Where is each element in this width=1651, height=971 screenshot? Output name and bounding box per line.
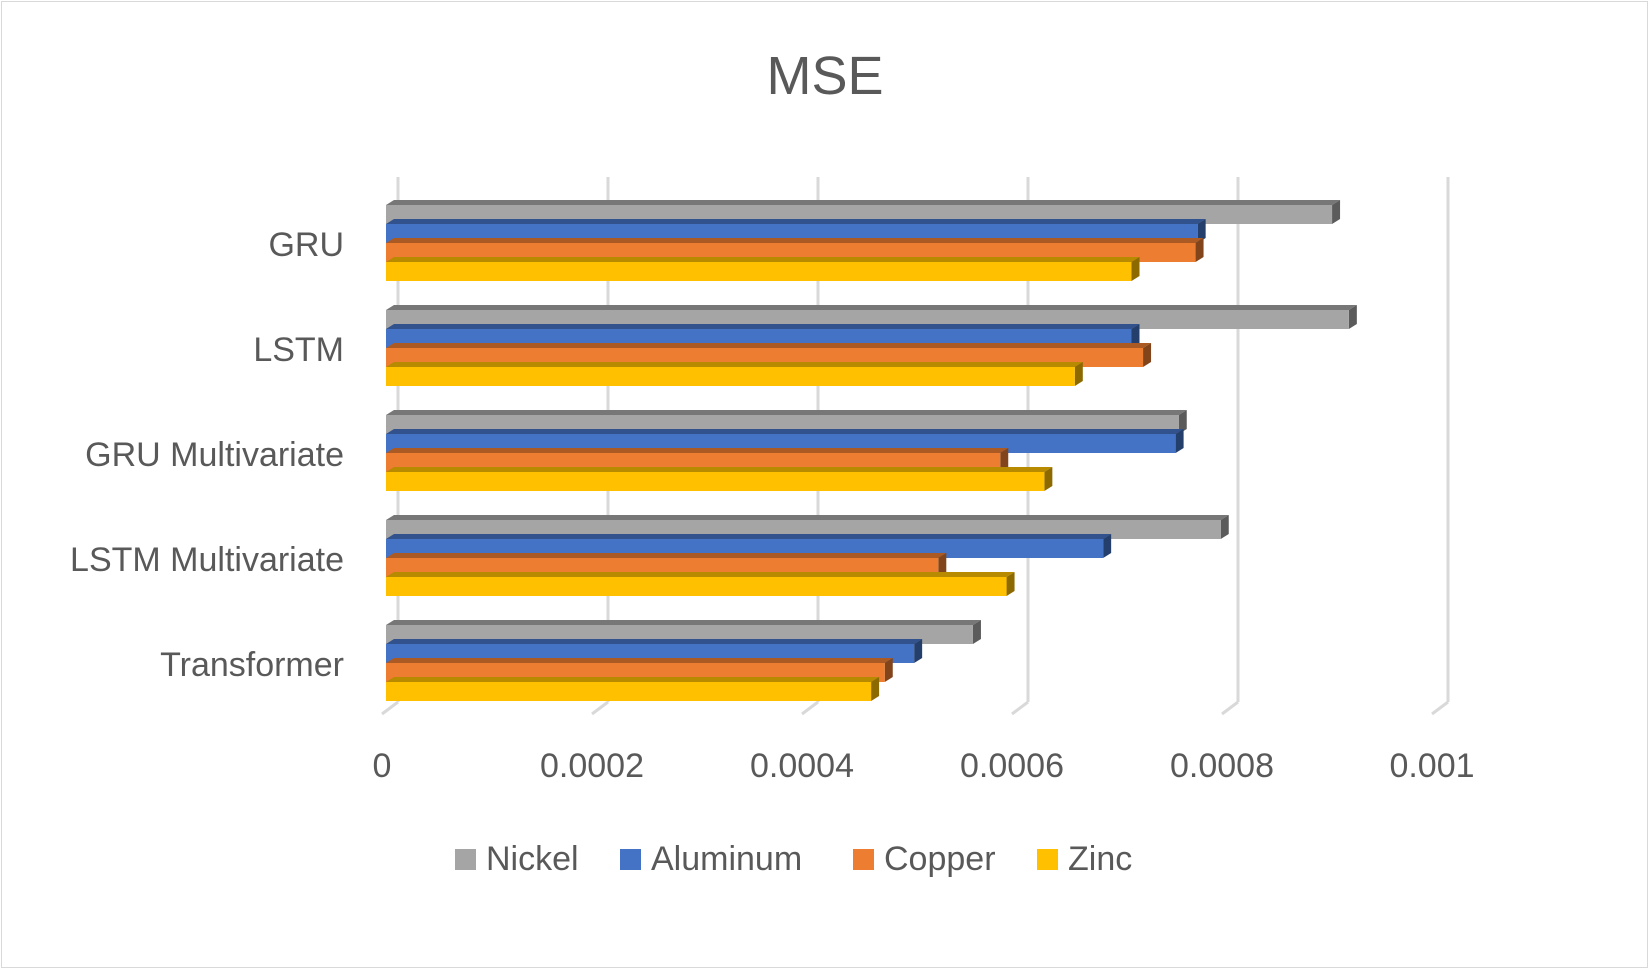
legend: Nickel Aluminum Copper Zinc: [455, 840, 1132, 878]
gridline-foot-2: [801, 700, 819, 716]
bar-zinc-3: [386, 572, 1015, 596]
legend-item-zinc: Zinc: [1037, 840, 1132, 878]
x-tick-label: 0.001: [1389, 747, 1474, 785]
bar-zinc-1: [386, 362, 1083, 386]
x-tick-label: 0: [373, 747, 392, 785]
category-label: Transformer: [160, 646, 344, 684]
x-axis-tick-labels: 0 0.0002 0.0004 0.0006 0.0008 0.001: [373, 747, 1475, 785]
category-labels: GRU LSTM GRU Multivariate LSTM Multivariate…: [70, 226, 344, 684]
x-tick-label: 0.0004: [750, 747, 854, 785]
legend-label: Zinc: [1068, 840, 1132, 878]
gridline-foot-4: [1221, 700, 1239, 716]
category-label: GRU: [268, 226, 344, 264]
category-label: GRU Multivariate: [85, 436, 344, 474]
x-tick-label: 0.0002: [540, 747, 644, 785]
gridline-foot-0: [381, 700, 399, 716]
legend-item-copper: Copper: [853, 840, 996, 878]
bars: [386, 200, 1357, 701]
legend-label: Nickel: [486, 840, 579, 878]
gridline-foot-3: [1011, 700, 1029, 716]
legend-label: Copper: [884, 840, 996, 878]
x-tick-label: 0.0006: [960, 747, 1064, 785]
legend-item-aluminum: Aluminum: [620, 840, 802, 878]
bar-zinc-4: [386, 677, 880, 701]
gridline-foot-1: [591, 700, 609, 716]
x-tick-label: 0.0008: [1170, 747, 1274, 785]
chart-title: MSE: [766, 46, 883, 106]
bar-zinc-0: [386, 257, 1140, 281]
category-label: LSTM Multivariate: [70, 541, 344, 579]
legend-swatch: [620, 849, 641, 870]
category-label: LSTM: [253, 331, 344, 369]
gridline-foot-5: [1431, 700, 1449, 716]
legend-swatch: [1037, 849, 1058, 870]
legend-item-nickel: Nickel: [455, 840, 579, 878]
legend-swatch: [853, 849, 874, 870]
bar-zinc-2: [386, 467, 1053, 491]
legend-label: Aluminum: [651, 840, 802, 878]
legend-swatch: [455, 849, 476, 870]
